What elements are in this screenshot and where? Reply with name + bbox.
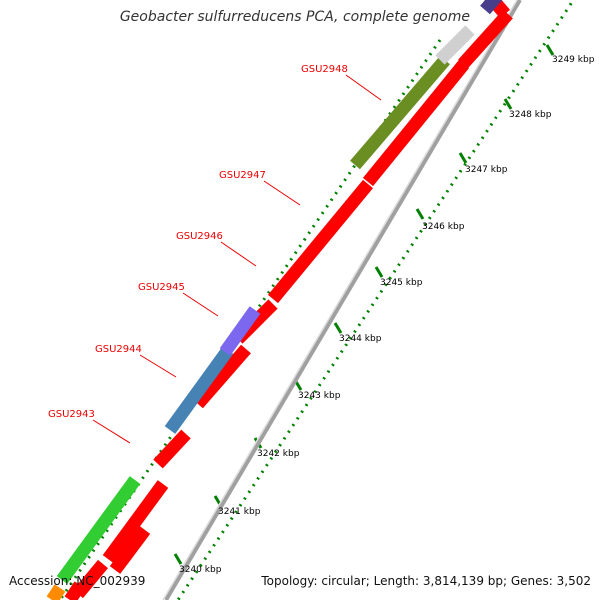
major-tick — [458, 152, 468, 164]
gene-label-line — [182, 292, 219, 317]
major-tick — [374, 266, 384, 278]
forward-gene — [435, 25, 475, 65]
forward-gene — [56, 476, 141, 584]
kbp-label: 3243 kbp — [298, 391, 341, 401]
gene-label-line — [345, 74, 382, 101]
major-tick — [545, 44, 555, 56]
major-tick — [415, 208, 425, 220]
kbp-label: 3246 kbp — [422, 222, 465, 232]
reverse-gene — [458, 9, 513, 69]
reverse-gene — [102, 480, 169, 563]
gene-label: GSU2947 — [219, 170, 266, 181]
kbp-label: 3245 kbp — [380, 278, 423, 288]
kbp-label-layer: 3240 kbp 3241 kbp 3242 kbp 3243 kbp 3244 kbp… — [179, 55, 595, 575]
gene-label-line — [220, 241, 257, 267]
backbone-line — [164, 0, 522, 602]
forward-gene — [164, 346, 234, 434]
major-tick — [503, 98, 513, 110]
kbp-label: 3244 kbp — [339, 334, 382, 344]
reverse-gene — [193, 344, 251, 409]
reverse-gene — [267, 179, 374, 304]
forward-gene — [219, 306, 261, 356]
backbone-highlight — [162, 0, 518, 601]
kbp-label: 3241 kbp — [218, 507, 261, 517]
kbp-label: 3242 kbp — [257, 449, 300, 459]
kbp-label: 3240 kbp — [179, 565, 222, 575]
genome-title: Geobacter sulfurreducens PCA, complete g… — [119, 9, 470, 25]
gene-label-line — [139, 354, 177, 378]
reverse-gene — [362, 59, 470, 187]
forward-gene — [64, 581, 86, 604]
forward-gene — [109, 526, 151, 574]
kbp-label: 3248 kbp — [509, 110, 552, 120]
gene-label: GSU2948 — [301, 64, 348, 75]
forward-gene — [350, 55, 450, 170]
major-tick — [173, 553, 183, 565]
major-tick — [333, 322, 343, 334]
forward-gene — [46, 584, 66, 604]
gene-label: GSU2943 — [48, 409, 95, 420]
kbp-label: 3247 kbp — [465, 165, 508, 175]
reverse-gene — [153, 429, 191, 469]
scale-tick-line — [176, 0, 576, 601]
gene-label-line — [263, 180, 301, 206]
gene-label: GSU2945 — [138, 282, 185, 293]
topology-summary: Topology: circular; Length: 3,814,139 bp… — [261, 574, 591, 588]
gene-label-layer: GSU2943 GSU2944 GSU2945 GSU2946 GSU2947 GSU29… — [48, 64, 382, 444]
gene-label: GSU2944 — [95, 344, 142, 355]
forward-strand-layer — [46, 0, 503, 604]
forward-gene — [480, 0, 503, 15]
backbone-layer — [162, 0, 522, 602]
gene-label-line — [92, 419, 131, 444]
reverse-strand-layer — [73, 0, 513, 599]
kbp-label: 3249 kbp — [552, 55, 595, 65]
gene-label: GSU2946 — [176, 231, 223, 242]
accession-text: Accession: NC_002939 — [9, 574, 146, 588]
